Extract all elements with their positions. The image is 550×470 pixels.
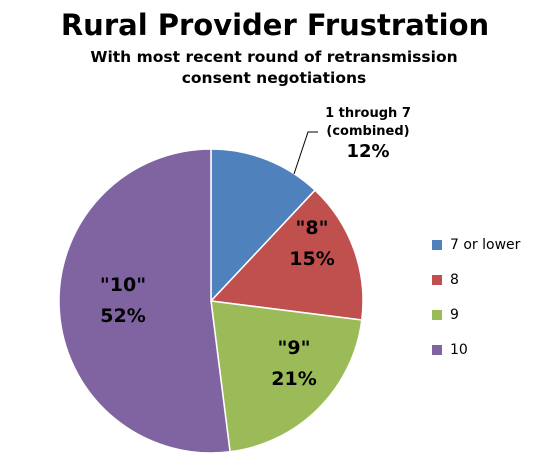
- slice-value-label: 12%: [346, 141, 389, 162]
- legend-label: 8: [450, 272, 459, 288]
- legend-item-3: 9: [432, 306, 548, 324]
- pie-slice-3: [210, 300, 363, 453]
- pie-slice-2: [209, 189, 364, 321]
- legend-label: 10: [450, 342, 468, 358]
- legend-item-4: 10: [432, 341, 548, 359]
- slice-value-label: 15%: [289, 248, 334, 270]
- slice-label-line: "10": [100, 274, 146, 296]
- slice-value-label: 52%: [100, 305, 145, 327]
- legend-swatch: [432, 240, 442, 250]
- slice-label-line: "8": [295, 217, 328, 239]
- pie-slice-4: [58, 148, 231, 454]
- slice-value-label: 21%: [271, 368, 316, 390]
- legend-item-1: 7 or lower: [432, 236, 548, 254]
- slice-label-line: "9": [277, 337, 310, 359]
- chart-title: Rural Provider Frustration: [60, 8, 490, 42]
- legend-swatch: [432, 275, 442, 285]
- pie-slice-1: [210, 148, 317, 303]
- legend-label: 9: [450, 307, 459, 323]
- slice-label-1: 1 through 7 (combined) 12%: [325, 106, 411, 162]
- chart-legend: 7 or lower 8 9 10: [432, 236, 548, 376]
- slice-label-2: "8" 15%: [289, 217, 334, 270]
- slice-label-4: "10" 52%: [100, 274, 146, 327]
- chart-subtitle: With most recent round of retransmission…: [90, 48, 458, 87]
- legend-swatch: [432, 345, 442, 355]
- legend-label: 7 or lower: [450, 237, 521, 253]
- slice-label-3: "9" 21%: [271, 337, 316, 390]
- slice-label-line: 1 through 7: [325, 106, 411, 121]
- legend-swatch: [432, 310, 442, 320]
- legend-item-2: 8: [432, 271, 548, 289]
- callout-leader-line: [293, 131, 318, 175]
- slice-label-line: (combined): [326, 124, 409, 139]
